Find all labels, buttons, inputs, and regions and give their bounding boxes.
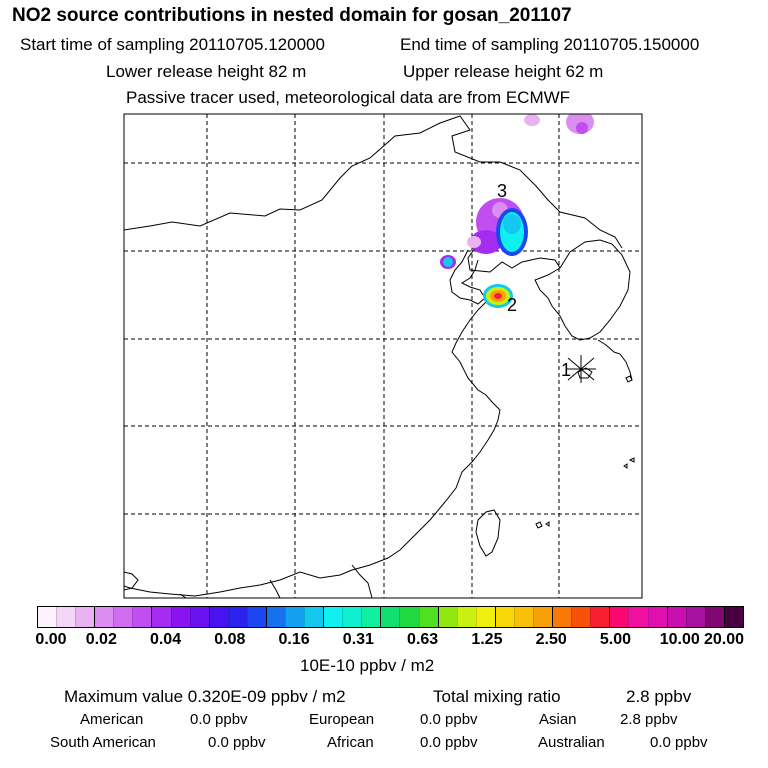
colorbar-tick-label: 0.08 bbox=[214, 631, 246, 648]
colorbar-swatch bbox=[571, 607, 591, 627]
colorbar-swatch bbox=[590, 607, 610, 627]
colorbar-tick-label: 0.00 bbox=[35, 631, 67, 648]
region-value: 0.0 ppbv bbox=[650, 734, 708, 751]
region-name: African bbox=[327, 734, 374, 751]
colorbar-swatch bbox=[437, 607, 457, 627]
colorbar-swatch bbox=[399, 607, 419, 627]
colorbar-swatch bbox=[685, 607, 705, 627]
max-value: Maximum value 0.320E-09 ppbv / m2 bbox=[64, 687, 346, 706]
colorbar-swatch bbox=[56, 607, 76, 627]
colorbar-swatch bbox=[418, 607, 438, 627]
colorbar-tick-label: 5.00 bbox=[599, 631, 632, 648]
colorbar-swatch bbox=[647, 607, 667, 627]
colorbar-swatch bbox=[666, 607, 686, 627]
colorbar-swatch bbox=[189, 607, 209, 627]
upper-height-label: Upper release height 62 m bbox=[403, 62, 604, 81]
colorbar-tick-label: 0.31 bbox=[342, 631, 374, 648]
colorbar-swatch bbox=[494, 607, 514, 627]
colorbar-swatch bbox=[380, 607, 400, 627]
colorbar bbox=[37, 606, 744, 628]
region-value: 0.0 ppbv bbox=[190, 711, 248, 728]
region-value: 2.8 ppbv bbox=[620, 711, 678, 728]
colorbar-tick-label: 0.16 bbox=[278, 631, 310, 648]
region-name: European bbox=[309, 711, 375, 728]
colorbar-swatch bbox=[227, 607, 247, 627]
region-name: South American bbox=[50, 734, 156, 751]
tracer-note: Passive tracer used, meteorological data… bbox=[126, 88, 571, 107]
colorbar-swatch bbox=[628, 607, 648, 627]
colorbar-swatch bbox=[304, 607, 324, 627]
lower-height-label: Lower release height 82 m bbox=[106, 62, 307, 81]
colorbar-swatch bbox=[208, 607, 228, 627]
total-mixing-value: 2.8 ppbv bbox=[626, 687, 692, 706]
map-panel: 1 2 3 bbox=[123, 113, 643, 599]
colorbar-swatch bbox=[704, 607, 724, 627]
concentration-plume bbox=[440, 114, 594, 308]
region-name: Asian bbox=[539, 711, 577, 728]
colorbar-swatch bbox=[609, 607, 629, 627]
colorbar-swatch bbox=[513, 607, 534, 627]
region-value: 0.0 ppbv bbox=[420, 711, 478, 728]
colorbar-tick-label: 1.25 bbox=[471, 631, 503, 648]
colorbar-swatch bbox=[246, 607, 266, 627]
page-title: NO2 source contributions in nested domai… bbox=[12, 5, 572, 26]
colorbar-tick-label: 0.63 bbox=[407, 631, 439, 648]
colorbar-swatch bbox=[285, 607, 305, 627]
colorbar-swatch bbox=[132, 607, 152, 627]
colorbar-swatch bbox=[723, 607, 743, 627]
colorbar-swatch bbox=[456, 607, 476, 627]
colorbar-tick-label: 10.00 bbox=[659, 631, 700, 648]
colorbar-swatch bbox=[361, 607, 381, 627]
colorbar-swatch bbox=[323, 607, 343, 627]
region-name: Australian bbox=[538, 734, 605, 751]
colorbar-swatch bbox=[75, 607, 95, 627]
start-time-label: Start time of sampling 20110705.120000 bbox=[20, 35, 325, 54]
colorbar-swatch bbox=[113, 607, 133, 627]
map-label-1: 1 bbox=[561, 360, 571, 380]
colorbar-swatch bbox=[170, 607, 190, 627]
colorbar-swatch bbox=[265, 607, 286, 627]
coastlines bbox=[124, 115, 635, 598]
colorbar-tick-label: 0.02 bbox=[85, 631, 117, 648]
colorbar-swatch bbox=[533, 607, 553, 627]
region-value: 0.0 ppbv bbox=[208, 734, 266, 751]
map-label-2: 2 bbox=[507, 295, 517, 315]
map-gridlines bbox=[124, 114, 642, 598]
total-mixing-label: Total mixing ratio bbox=[433, 687, 561, 706]
map-frame bbox=[123, 113, 643, 599]
colorbar-swatch bbox=[342, 607, 362, 627]
colorbar-swatch bbox=[151, 607, 171, 627]
colorbar-swatch bbox=[38, 607, 57, 627]
end-time-label: End time of sampling 20110705.150000 bbox=[400, 35, 700, 54]
colorbar-swatch bbox=[475, 607, 495, 627]
receptor-marker-icon bbox=[566, 355, 596, 383]
colorbar-swatch bbox=[94, 607, 114, 627]
colorbar-swatch bbox=[552, 607, 572, 627]
colorbar-tick-label: 20.00 bbox=[703, 631, 745, 648]
region-name: American bbox=[80, 711, 144, 728]
colorbar-tick-label: 0.04 bbox=[149, 631, 182, 648]
colorbar-unit: 10E-10 ppbv / m2 bbox=[300, 656, 435, 675]
colorbar-tick-label: 2.50 bbox=[535, 631, 567, 648]
map-label-3: 3 bbox=[497, 181, 507, 201]
region-value: 0.0 ppbv bbox=[420, 734, 478, 751]
